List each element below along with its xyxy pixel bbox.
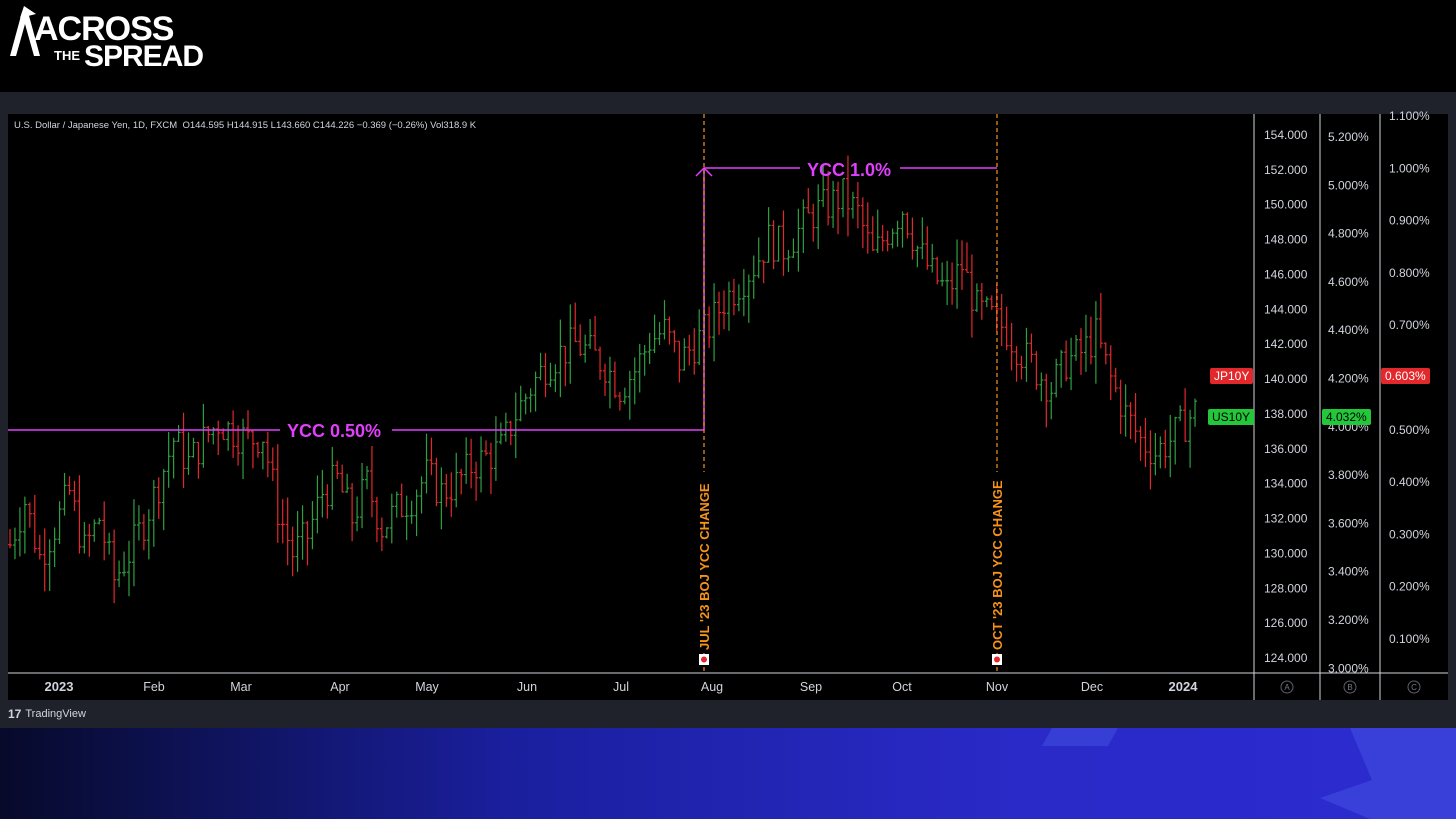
decorative-blue-banner — [0, 728, 1456, 819]
usdjpy-tick-label: 144.000 — [1264, 302, 1308, 316]
legend-ohlc: O144.595 H144.915 L143.660 C144.226 −0.3… — [182, 120, 477, 131]
us10y-value-badge: 4.032% — [1322, 409, 1371, 425]
time-tick-label: Oct — [892, 680, 912, 694]
usdjpy-tick-label: 154.000 — [1264, 128, 1308, 142]
axis-scale-button — [1407, 680, 1421, 694]
time-tick-label: Dec — [1081, 680, 1103, 694]
top-banner: ACROSS THE SPREAD — [0, 0, 1456, 92]
jp10y-tick-label: 0.200% — [1389, 580, 1430, 594]
usdjpy-tick-label: 126.000 — [1264, 616, 1308, 630]
jp10y-tick-label: 1.100% — [1389, 109, 1430, 123]
usdjpy-tick-label: 148.000 — [1264, 233, 1308, 247]
us10y-tick-label: 3.800% — [1328, 468, 1369, 482]
usdjpy-tick-label: 128.000 — [1264, 581, 1308, 595]
chart-pane[interactable] — [8, 114, 1448, 700]
chart-legend: U.S. Dollar / Japanese Yen, 1D, FXCM O14… — [14, 120, 476, 131]
time-tick-label: Aug — [701, 680, 723, 694]
tradingview-logo-icon: 17 — [8, 707, 22, 721]
usdjpy-tick-label: 146.000 — [1264, 267, 1308, 281]
across-the-spread-logo: ACROSS THE SPREAD — [6, 4, 204, 74]
us10y-tick-label: 3.600% — [1328, 516, 1369, 530]
jp10y-value-badge: 0.603% — [1381, 368, 1430, 384]
tradingview-branding[interactable]: 17 TradingView — [8, 707, 86, 721]
oct-boj-event-label: OCT '23 BOJ YCC CHANGE — [990, 480, 1005, 650]
banner-shape-1 — [1042, 728, 1118, 746]
usdjpy-tick-label: 152.000 — [1264, 163, 1308, 177]
usdjpy-tick-label: 142.000 — [1264, 337, 1308, 351]
us10y-tick-label: 3.200% — [1328, 613, 1369, 627]
usdjpy-tick-label: 150.000 — [1264, 198, 1308, 212]
time-tick-label: Apr — [330, 680, 349, 694]
tradingview-label: TradingView — [25, 708, 86, 720]
time-tick-label: Jun — [517, 680, 537, 694]
us10y-tick-label: 5.200% — [1328, 130, 1369, 144]
logo-the-text: THE — [54, 48, 80, 63]
usdjpy-tick-label: 140.000 — [1264, 372, 1308, 386]
jp10y-tick-label: 0.300% — [1389, 527, 1430, 541]
legend-symbol: U.S. Dollar / Japanese Yen, 1D, FXCM — [14, 120, 178, 131]
chart-footer — [0, 700, 1456, 728]
axis-scale-button-label: A — [1284, 683, 1290, 692]
logo-graphic — [10, 6, 40, 56]
jul-japan-flag-dot — [701, 656, 707, 663]
jp10y-name-badge: JP10Y — [1210, 368, 1254, 384]
axis-scale-button-label: C — [1411, 683, 1417, 692]
oct-boj-label-bg — [992, 472, 1002, 652]
jp10y-tick-label: 0.800% — [1389, 266, 1430, 280]
us10y-tick-label: 4.200% — [1328, 372, 1369, 386]
usdjpy-tick-label: 138.000 — [1264, 407, 1308, 421]
jp10y-tick-label: 0.100% — [1389, 632, 1430, 646]
time-tick-label: Sep — [800, 680, 822, 694]
banner-shapes — [1042, 728, 1456, 819]
logo-arrow-a — [10, 12, 40, 56]
ycc-050-label: YCC 0.50% — [287, 421, 381, 441]
usdjpy-tick-label: 130.000 — [1264, 546, 1308, 560]
axis-scale-button — [1343, 680, 1357, 694]
banner-shape-2 — [1320, 728, 1456, 819]
jul-boj-label-bg — [699, 472, 709, 652]
oct-japan-flag-dot — [994, 656, 1000, 663]
usdjpy-tick-label: 134.000 — [1264, 477, 1308, 491]
logo-spread-text: SPREAD — [84, 40, 204, 73]
us10y-tick-label: 4.600% — [1328, 275, 1369, 289]
time-tick-label: Nov — [986, 680, 1009, 694]
us10y-tick-label: 3.400% — [1328, 565, 1369, 579]
us10y-tick-label: 3.000% — [1328, 661, 1369, 675]
usdjpy-tick-label: 132.000 — [1264, 512, 1308, 526]
jp10y-tick-label: 0.900% — [1389, 214, 1430, 228]
jul-boj-event-label: JUL '23 BOJ YCC CHANGE — [697, 483, 712, 650]
ycc-10-label: YCC 1.0% — [807, 160, 891, 180]
logo-across-text: ACROSS — [34, 10, 174, 48]
us10y-name-badge: US10Y — [1208, 409, 1255, 425]
jp10y-tick-label: 0.700% — [1389, 318, 1430, 332]
time-tick-label: 2023 — [45, 679, 74, 694]
jp10y-tick-label: 0.400% — [1389, 475, 1430, 489]
us10y-tick-label: 4.800% — [1328, 227, 1369, 241]
usdjpy-tick-label: 124.000 — [1264, 651, 1308, 665]
us10y-tick-label: 4.400% — [1328, 323, 1369, 337]
axis-scale-button — [1280, 680, 1294, 694]
logo-arrow-head — [20, 6, 36, 18]
jp10y-tick-label: 0.500% — [1389, 423, 1430, 437]
time-tick-label: Mar — [230, 680, 252, 694]
time-tick-label: Jul — [613, 680, 629, 694]
usdjpy-tick-label: 136.000 — [1264, 442, 1308, 456]
time-tick-label: Feb — [143, 680, 165, 694]
time-tick-label: May — [415, 680, 439, 694]
time-tick-label: 2024 — [1169, 679, 1199, 694]
jp10y-tick-label: 1.000% — [1389, 161, 1430, 175]
axis-scale-button-label: B — [1347, 683, 1352, 692]
us10y-tick-label: 5.000% — [1328, 178, 1369, 192]
